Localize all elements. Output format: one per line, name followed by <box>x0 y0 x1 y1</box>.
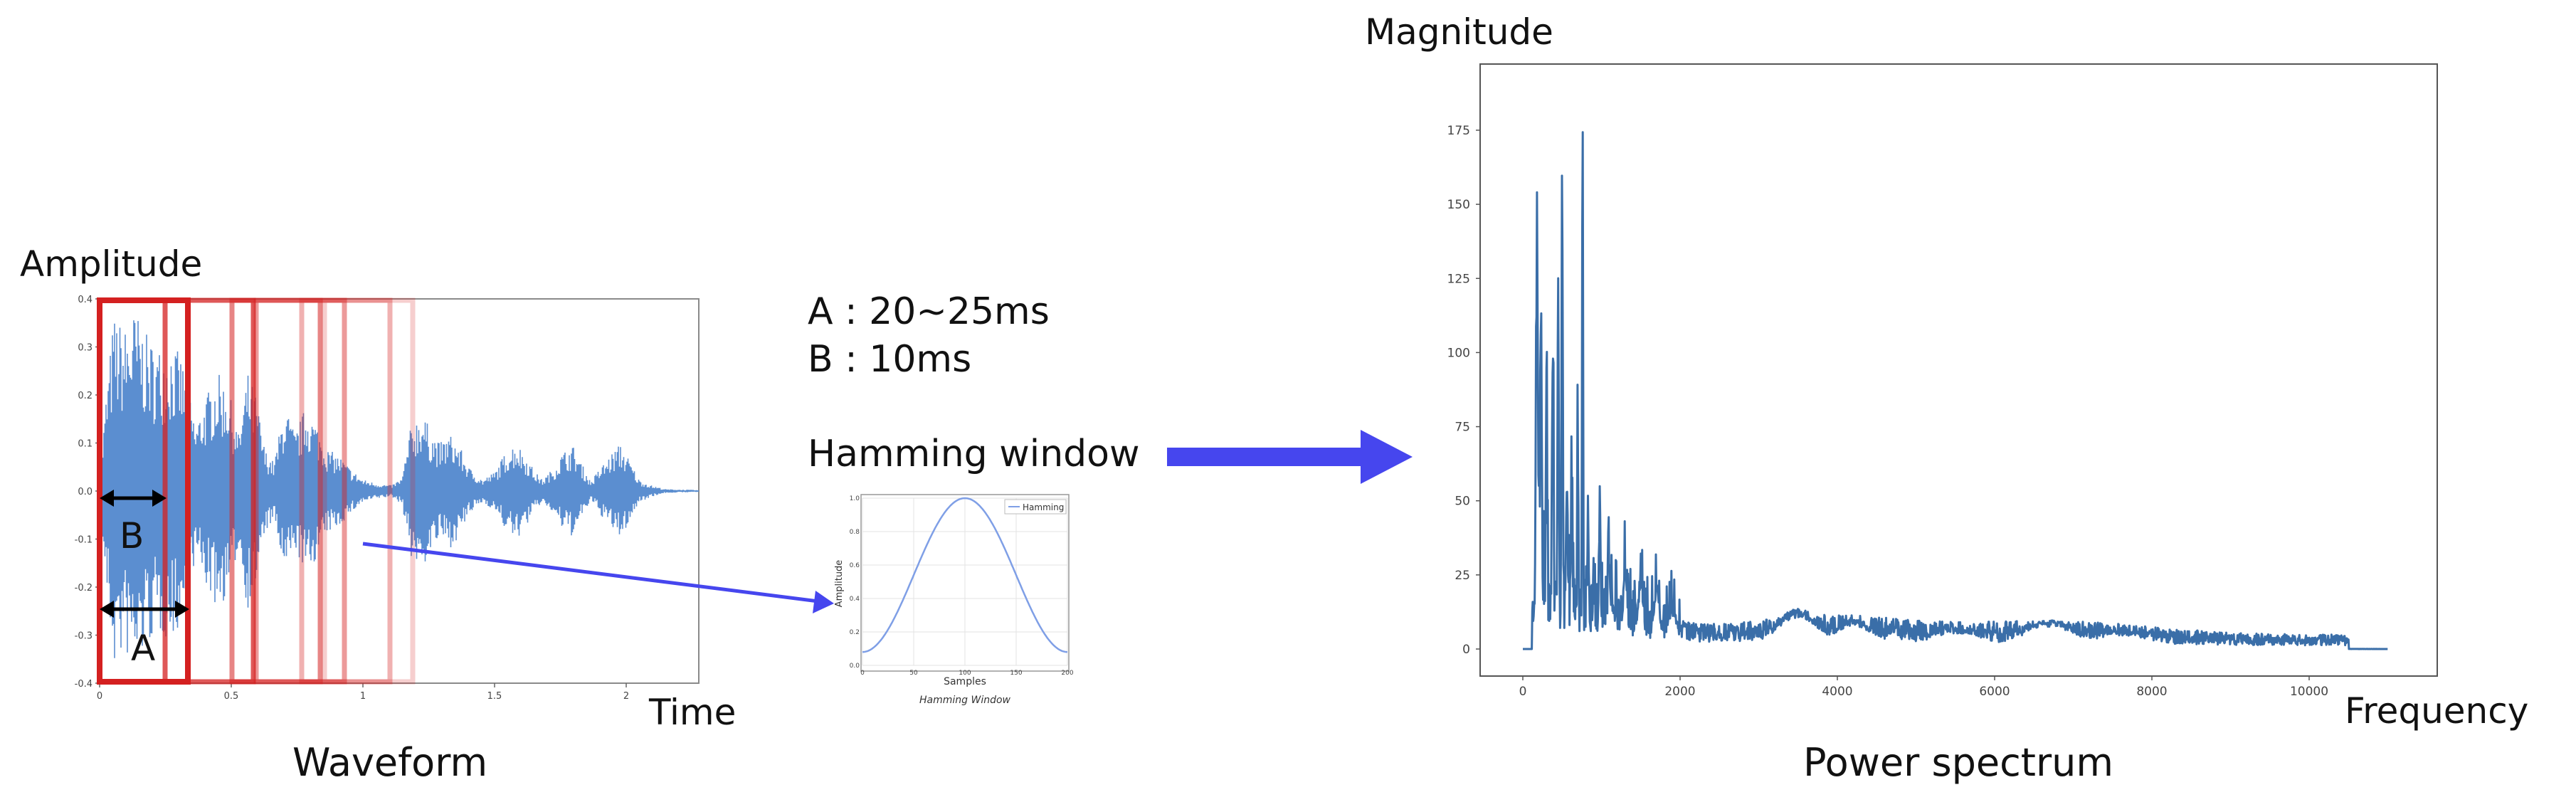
waveform-y-tick-label: -0.4 <box>75 679 93 690</box>
spectrum-y-ticks: 175 150 125 100 75 50 25 0 <box>1447 124 1480 657</box>
waveform-y-tick-label: 0.4 <box>78 295 93 305</box>
process-arrow <box>1167 430 1413 484</box>
spectrum-xlabel: Frequency <box>2345 690 2528 732</box>
spectrum-line <box>1522 131 2389 650</box>
waveform-y-tick-label: 0.0 <box>78 487 93 497</box>
spectrum-x-tick-label: 0 <box>1519 685 1527 699</box>
frame-to-window-connector <box>362 542 834 613</box>
waveform-x-tick-label: 2 <box>623 691 629 702</box>
spectrum-panel: Magnitude 175 150 125 100 75 50 25 0 0 2000 4000 6… <box>1365 11 2528 785</box>
spectrum-y-tick-label: 125 <box>1447 272 1470 286</box>
hamming-y-tick-label: 1.0 <box>850 495 860 502</box>
hamming-y-tick-label: 0.4 <box>850 596 860 603</box>
hamming-x-tick-label: 200 <box>1061 670 1073 677</box>
spectrum-x-tick-label: 4000 <box>1822 685 1852 699</box>
spectrum-y-tick-label: 25 <box>1455 569 1470 583</box>
spectrum-caption: Power spectrum <box>1803 740 2113 785</box>
waveform-y-tick-label: 0.3 <box>78 343 93 354</box>
spectrum-y-tick-label: 50 <box>1455 495 1470 509</box>
spectrum-y-tick-label: 0 <box>1462 643 1470 657</box>
hamming-x-tick-label: 100 <box>959 670 971 677</box>
waveform-y-tick-label: 0.1 <box>78 439 93 450</box>
waveform-x-ticks: 0 0.5 1 1.5 2 <box>97 683 629 702</box>
hamming-x-ticks: 0 50 100 150 200 <box>860 670 1074 677</box>
label-a: A <box>131 628 155 669</box>
hamming-x-tick-label: 150 <box>1010 670 1022 677</box>
hamming-caption: Hamming Window <box>919 695 1011 706</box>
spectrum-x-tick-label: 8000 <box>2136 685 2167 699</box>
spectrum-x-tick-label: 6000 <box>1979 685 2010 699</box>
spectrum-y-tick-label: 175 <box>1447 124 1470 138</box>
hamming-xlabel: Samples <box>944 676 986 687</box>
waveform-panel: Amplitude 0.4 0.3 0.2 0.1 0.0 -0.1 -0.2 -0.3 -0.… <box>20 243 736 785</box>
spectrum-x-tick-label: 2000 <box>1664 685 1695 699</box>
spectrum-x-ticks: 0 2000 4000 6000 8000 10000 <box>1519 676 2328 699</box>
frame-window-6 <box>322 297 416 685</box>
waveform-x-tick-label: 1.5 <box>487 691 502 702</box>
frame-window-2 <box>162 297 256 685</box>
param-hop-length: B : 10ms <box>808 338 971 381</box>
hamming-legend: Hamming <box>1004 499 1067 515</box>
waveform-y-tick-label: -0.3 <box>75 631 93 642</box>
spectrum-ylabel: Magnitude <box>1365 11 1553 53</box>
hamming-x-tick-label: 50 <box>909 670 918 677</box>
spectrum-x-tick-label: 10000 <box>2290 685 2328 699</box>
frame-window-5 <box>299 297 393 685</box>
frame-windows <box>97 297 416 685</box>
label-b: B <box>120 515 144 557</box>
waveform-x-tick-label: 0 <box>97 691 102 702</box>
waveform-xlabel: Time <box>648 692 736 733</box>
waveform-x-tick-label: 0.5 <box>224 691 239 702</box>
spectrum-y-tick-label: 75 <box>1455 421 1470 435</box>
waveform-x-tick-label: 1 <box>360 691 366 702</box>
frame-window-4 <box>253 297 347 685</box>
hamming-title: Hamming window <box>808 433 1140 475</box>
frame-window-1 <box>97 297 191 685</box>
waveform-y-tick-label: 0.2 <box>78 391 93 401</box>
hamming-legend-label: Hamming <box>1023 502 1064 512</box>
spectrum-y-tick-label: 150 <box>1447 198 1470 212</box>
hamming-y-tick-label: 0.8 <box>850 529 860 536</box>
hop-arrow-b <box>100 490 167 507</box>
waveform-y-tick-label: -0.1 <box>75 535 93 546</box>
waveform-ylabel: Amplitude <box>20 243 202 285</box>
frame-arrow-a <box>100 601 189 618</box>
hamming-x-tick-label: 0 <box>860 670 865 677</box>
hamming-panel: Hamming window 1.0 0.8 0.6 0.4 0.2 0.0 0 50 100… <box>808 433 1140 706</box>
spectrum-y-tick-label: 100 <box>1447 346 1470 360</box>
hamming-y-ticks: 1.0 0.8 0.6 0.4 0.2 0.0 <box>850 495 860 670</box>
hamming-y-tick-label: 0.2 <box>850 629 860 636</box>
hamming-grid <box>862 497 1068 666</box>
hamming-ylabel: Amplitude <box>834 560 845 608</box>
waveform-y-ticks: 0.4 0.3 0.2 0.1 0.0 -0.1 -0.2 -0.3 -0.4 <box>75 295 100 690</box>
hamming-curve <box>862 497 1068 653</box>
hamming-y-tick-label: 0.6 <box>850 562 860 569</box>
param-frame-length: A : 20~25ms <box>808 290 1050 333</box>
hamming-y-tick-label: 0.0 <box>850 663 860 670</box>
waveform-y-tick-label: -0.2 <box>75 583 93 594</box>
waveform-caption: Waveform <box>292 740 487 785</box>
frame-parameters: A : 20~25ms B : 10ms <box>808 290 1050 381</box>
frame-window-3 <box>229 297 323 685</box>
